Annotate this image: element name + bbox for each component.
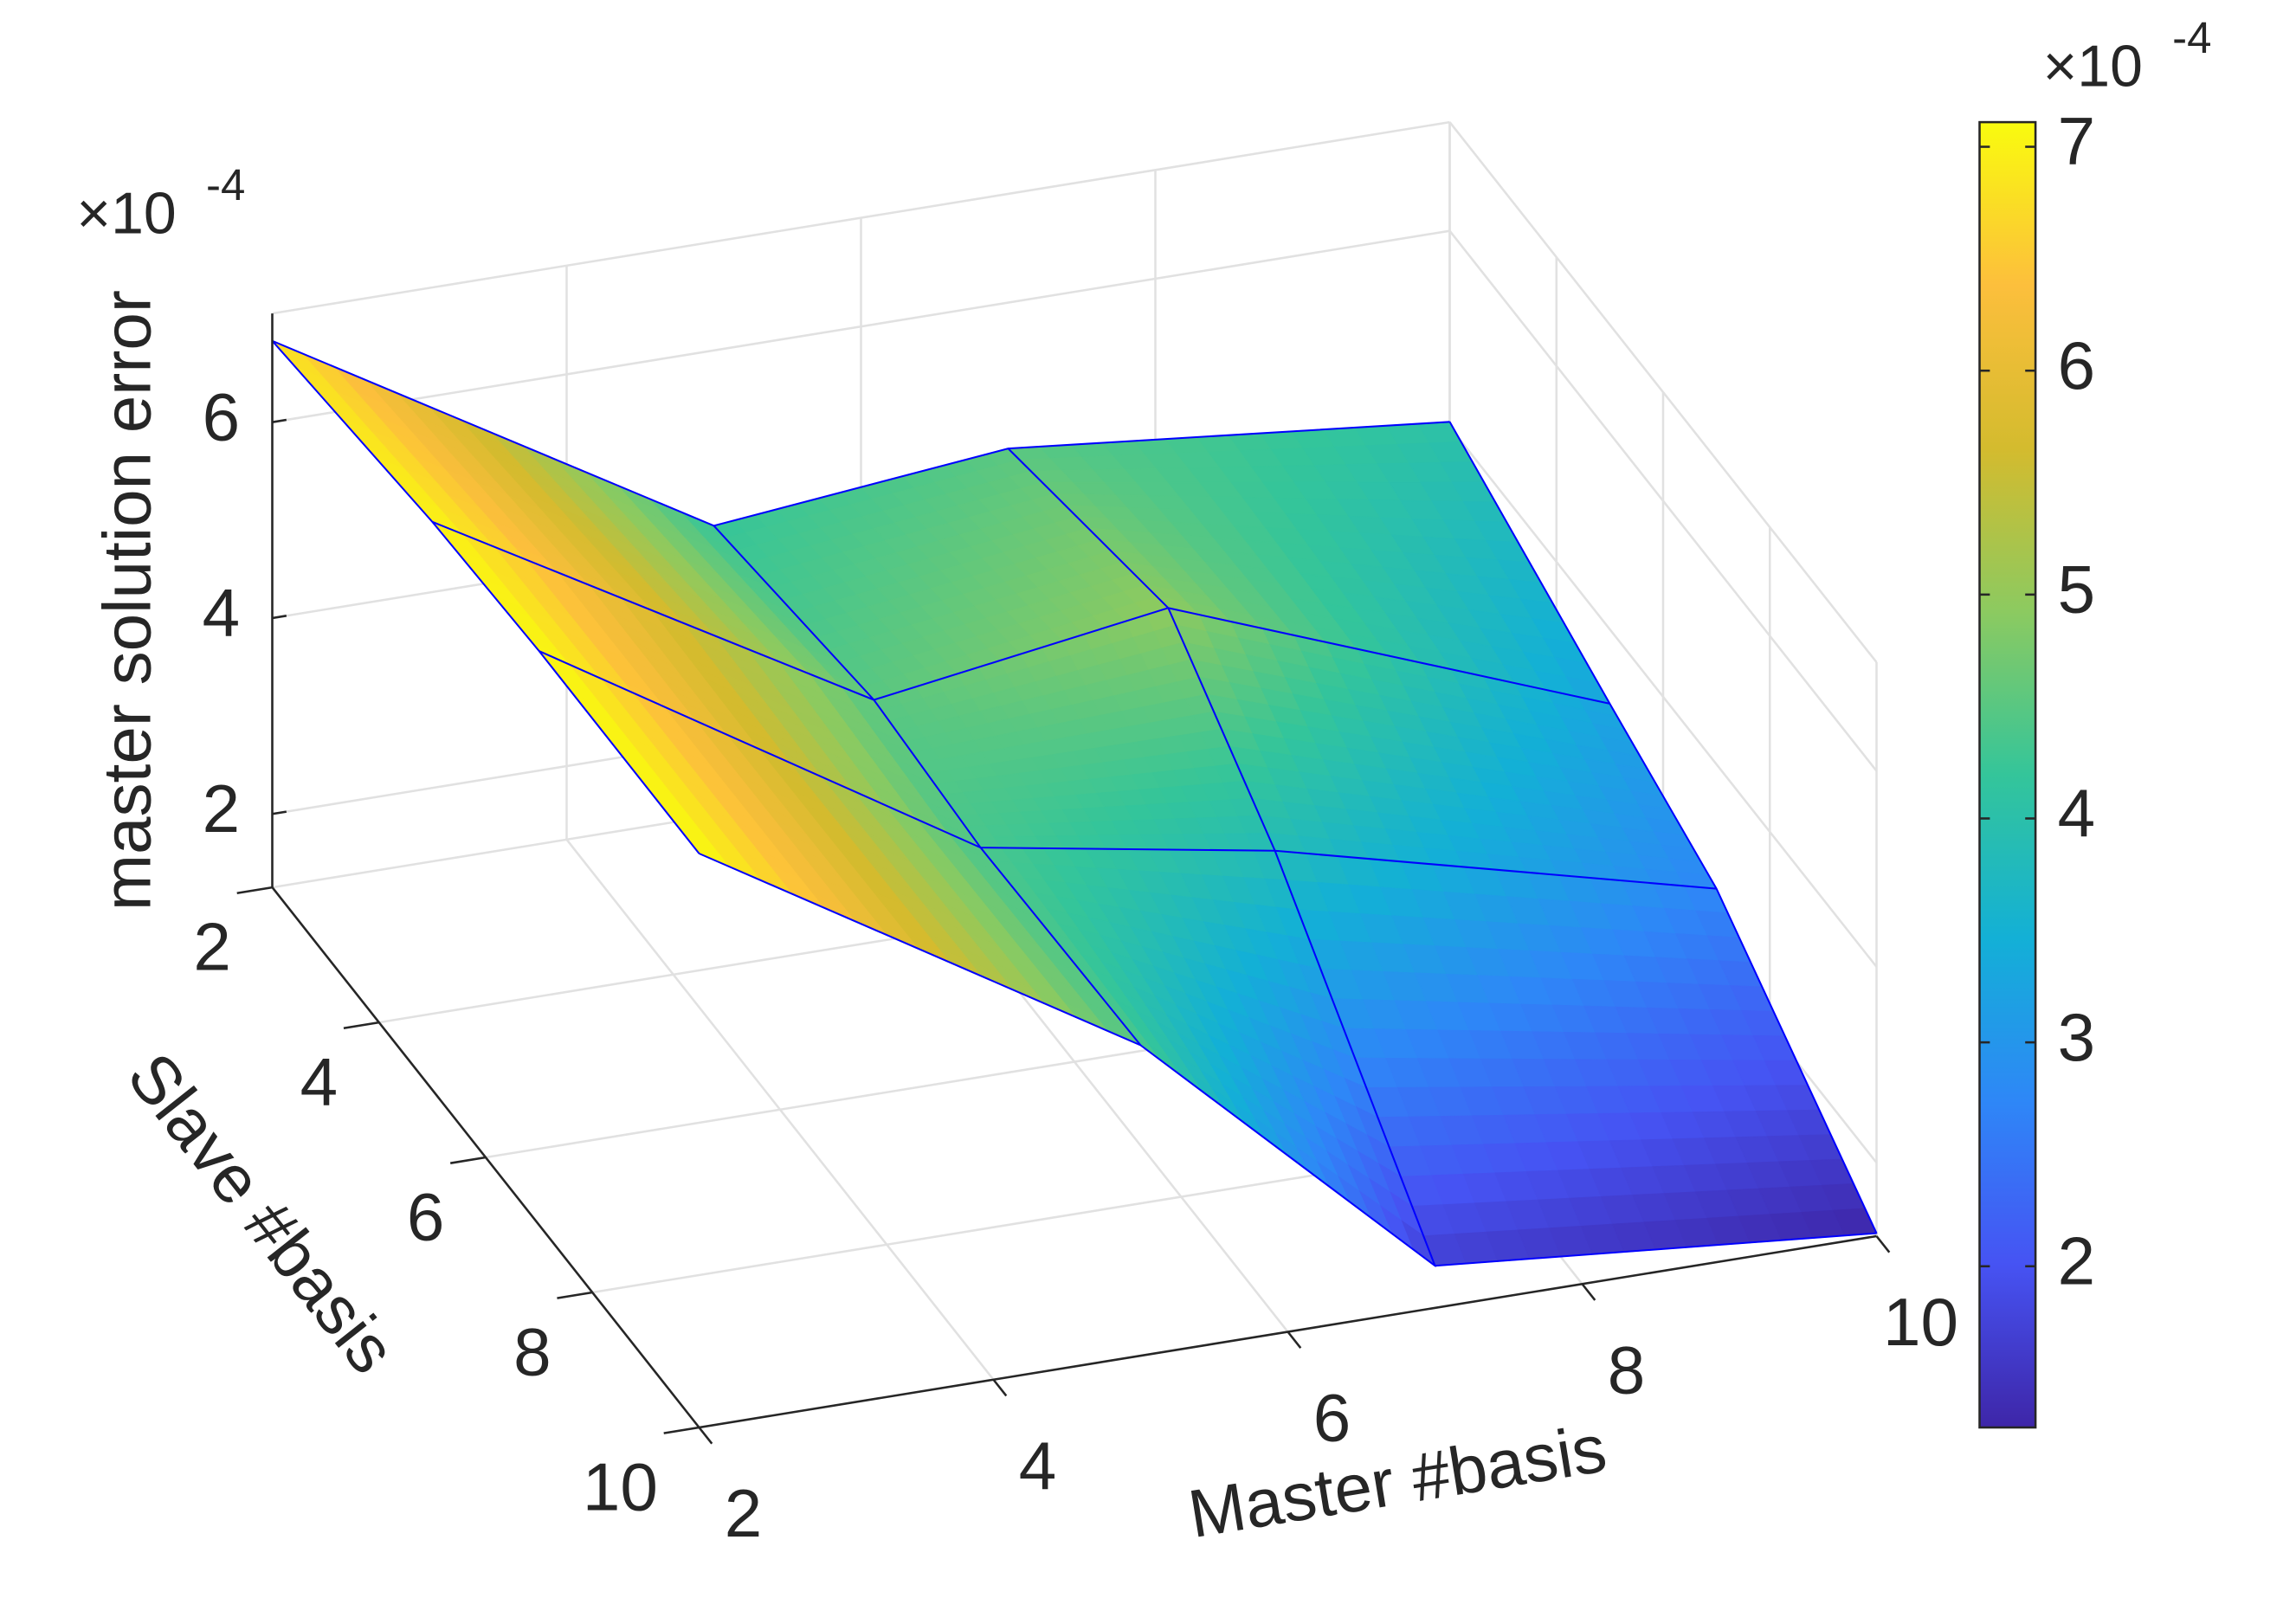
grid-line — [1448, 426, 1878, 968]
colorbar — [1979, 122, 2036, 1428]
x-tick — [1581, 1283, 1596, 1301]
y-tick — [557, 1291, 593, 1299]
box-edge — [1448, 121, 1878, 663]
box-edge — [272, 120, 1450, 315]
colorbar-tick-label: 3 — [2058, 999, 2095, 1075]
z-tick — [272, 615, 287, 620]
mesh-column — [1448, 421, 1878, 1234]
colorbar-tick-label: 6 — [2058, 327, 2095, 403]
mesh-column — [271, 340, 700, 854]
mesh-row — [272, 339, 1450, 527]
colorbar-multiplier-exponent: -4 — [2172, 13, 2211, 62]
mesh-column — [1007, 448, 1436, 1266]
y-tick-label: 6 — [407, 1179, 444, 1255]
z-tick-label: 4 — [203, 575, 240, 651]
colorbar-tick-label: 2 — [2058, 1222, 2095, 1298]
y-tick — [236, 886, 273, 894]
colorbar-tick-label: 4 — [2058, 775, 2095, 851]
x-tick-label: 6 — [1313, 1380, 1351, 1456]
y-tick — [663, 1426, 700, 1434]
x-axis-label: Master #basis — [1183, 1409, 1611, 1552]
y-tick — [449, 1156, 487, 1164]
y-tick — [343, 1021, 379, 1029]
y-tick-label: 2 — [193, 909, 230, 985]
x-tick-label: 8 — [1608, 1331, 1645, 1408]
colorbar-tick-label: 5 — [2058, 551, 2095, 627]
z-multiplier-exponent: -4 — [206, 160, 245, 209]
z-tick — [272, 810, 287, 815]
z-tick-label: 2 — [203, 770, 240, 847]
z-multiplier: ×10 — [76, 181, 176, 247]
x-tick — [698, 1427, 713, 1445]
z-tick — [272, 418, 287, 423]
mesh-row — [699, 853, 1877, 1267]
y-axis-label: Slave #basis — [113, 1039, 411, 1387]
grid-line — [272, 229, 1450, 423]
y-tick-label: 10 — [583, 1448, 658, 1524]
mesh-row — [539, 650, 1717, 890]
y-tick-label: 8 — [513, 1313, 551, 1389]
z-tick-label: 6 — [203, 378, 240, 454]
colorbar-outline — [1978, 120, 2037, 1429]
y-tick-label: 4 — [300, 1044, 338, 1120]
grid-line — [1448, 229, 1878, 772]
x-tick — [1875, 1235, 1891, 1253]
x-tick-label: 10 — [1883, 1284, 1958, 1360]
colorbar-tick-label: 7 — [2058, 103, 2095, 179]
mesh-column — [713, 525, 1142, 1047]
x-tick — [992, 1378, 1008, 1397]
surface-shading — [271, 340, 1878, 1268]
mesh-row — [431, 520, 1610, 705]
x-tick — [1287, 1331, 1302, 1350]
z-axis-label: master solution error — [89, 290, 165, 911]
x-tick-label: 4 — [1019, 1427, 1056, 1504]
colorbar-multiplier: ×10 — [2043, 34, 2143, 100]
x-tick-label: 2 — [725, 1475, 762, 1551]
